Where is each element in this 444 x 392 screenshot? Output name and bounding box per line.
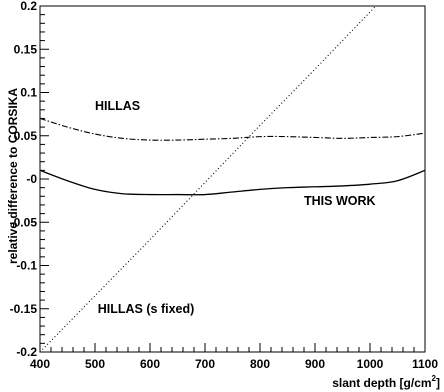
y-tick-label: -0 (26, 172, 37, 186)
x-tick-label: 900 (305, 357, 325, 371)
y-tick-label: -0.2 (16, 345, 37, 359)
x-tick-label: 700 (195, 357, 215, 371)
x-tick-label: 800 (250, 357, 270, 371)
x-tick-label: 600 (140, 357, 160, 371)
y-tick-label: -0.05 (10, 215, 38, 229)
x-tick-label: 1000 (357, 357, 384, 371)
series-line-hillas-s-fixed (40, 6, 377, 352)
series-line-this-work (40, 169, 425, 196)
x-axis-label-superscript: 2 (432, 374, 437, 383)
x-axis-label-close: ] (436, 376, 440, 390)
x-tick-label: 400 (30, 357, 50, 371)
y-tick-label: -0.15 (10, 302, 38, 316)
x-axis-label: slant depth [g/cm2] (332, 374, 440, 390)
series-annotation: THIS WORK (304, 194, 376, 208)
series-annotation: HILLAS (s fixed) (98, 302, 195, 316)
y-tick-label: 0.15 (14, 42, 38, 56)
y-axis-label: relative difference to CORSIKA (6, 88, 20, 264)
x-tick-label: 1100 (412, 357, 438, 371)
y-tick-label: -0.1 (16, 259, 37, 273)
series-line-hillas (40, 117, 425, 141)
y-tick-label: 0.05 (14, 129, 38, 143)
series-annotation: HILLAS (95, 99, 140, 113)
y-tick-label: 0.2 (20, 0, 37, 13)
plot-frame (39, 5, 426, 353)
x-tick-label: 500 (85, 357, 105, 371)
y-tick-label: 0.1 (20, 86, 37, 100)
